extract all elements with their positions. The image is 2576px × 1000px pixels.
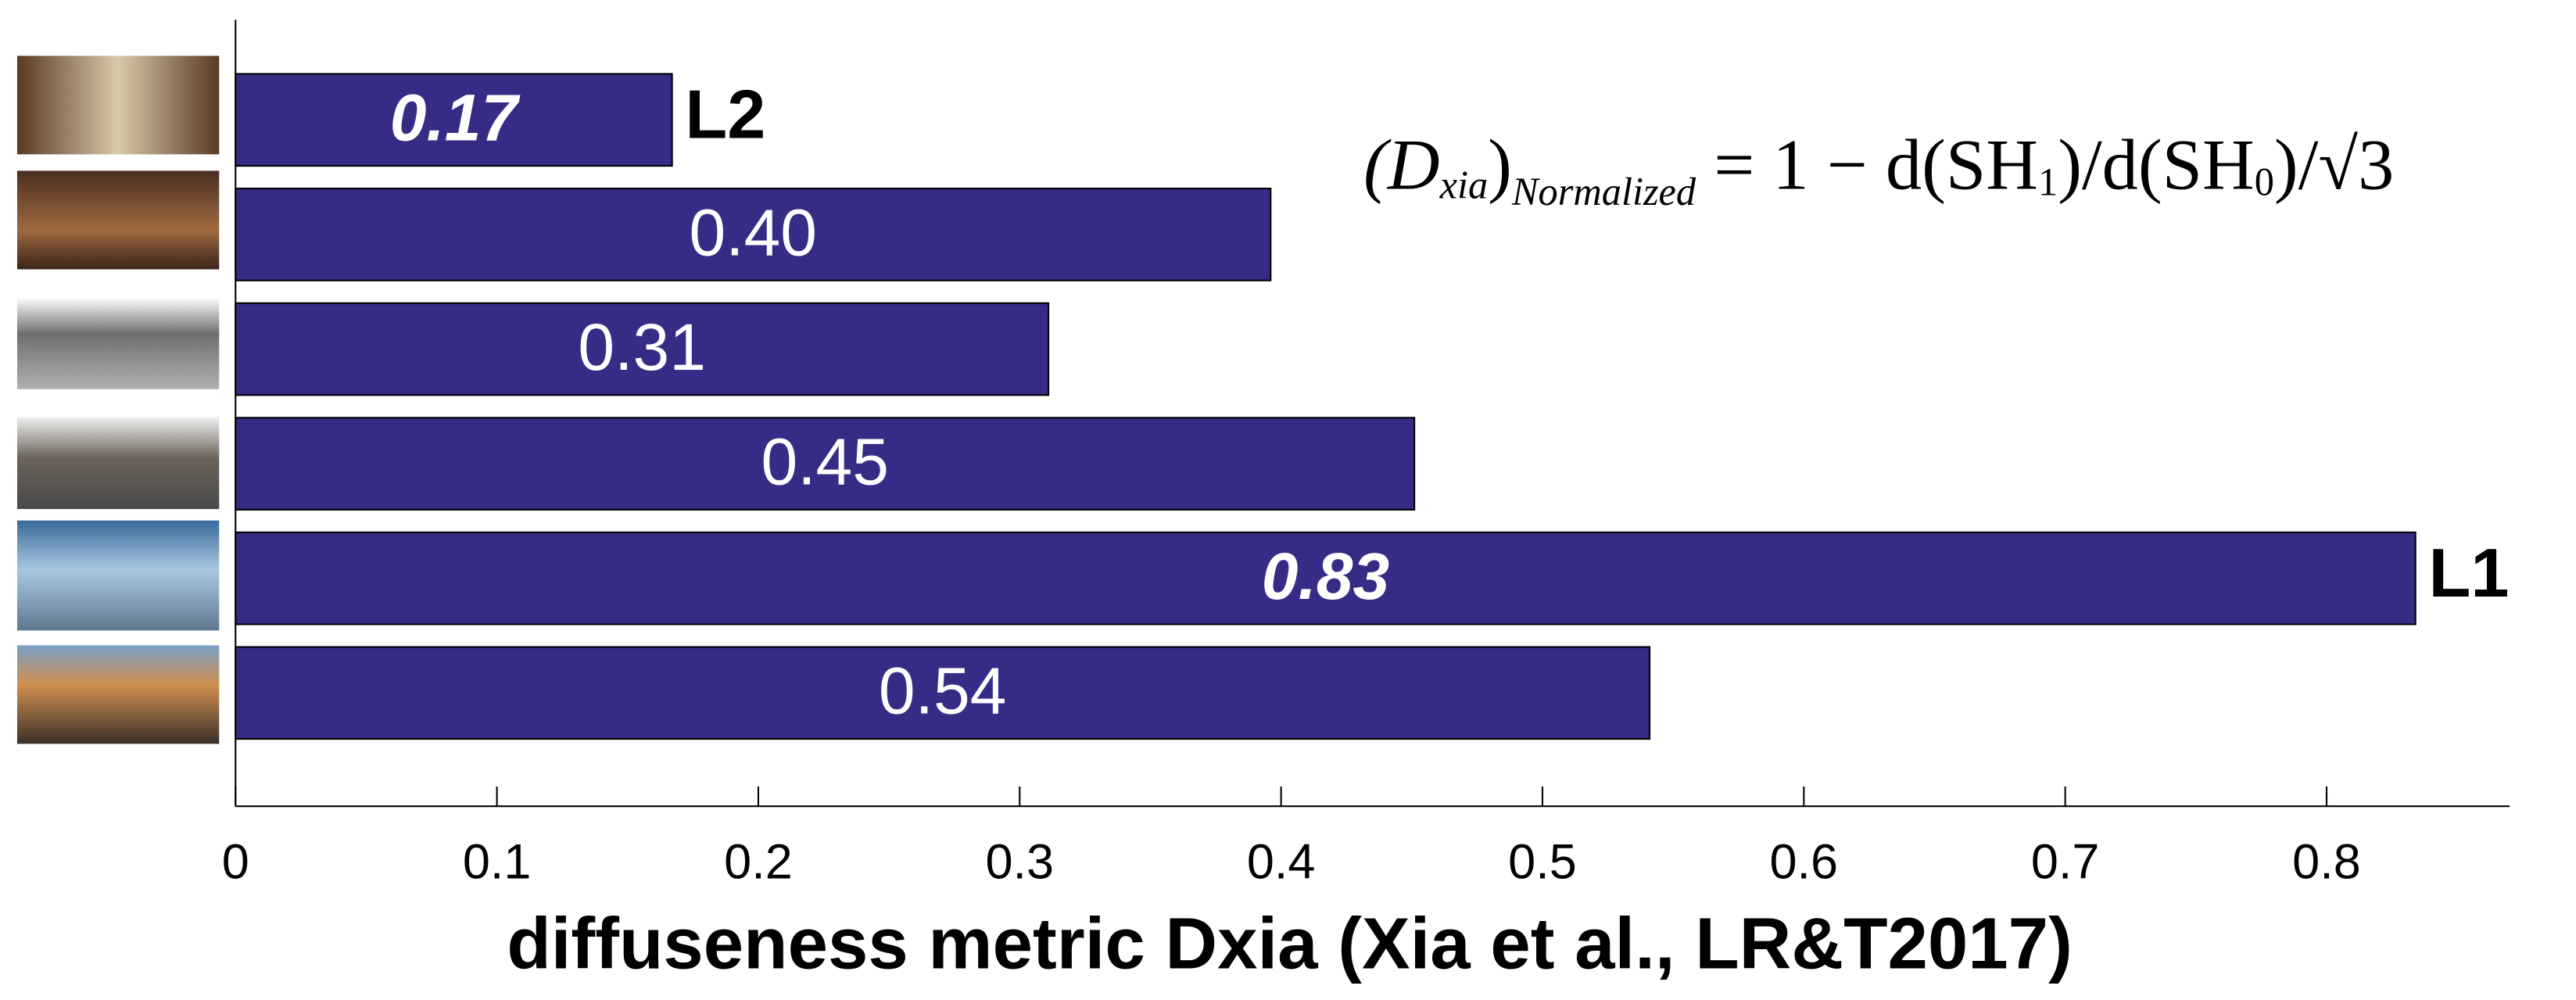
x-tick-label: 0.1	[463, 834, 532, 889]
bar	[235, 73, 673, 167]
formula-part: )/d(SH	[2058, 125, 2255, 205]
formula-part: )	[1488, 125, 1512, 205]
value-label: 0.40	[690, 195, 818, 269]
x-tick-label: 0.7	[2031, 834, 2100, 889]
bar	[235, 188, 1272, 281]
bar	[235, 646, 1651, 740]
x-tick-label: 0	[222, 834, 249, 889]
thumbnail	[16, 520, 220, 631]
formula-part: = 1 − d(SH	[1696, 125, 2038, 205]
thumbnails	[16, 56, 220, 744]
value-label: 0.83	[1262, 539, 1390, 613]
bar	[235, 417, 1416, 511]
value-label: 0.54	[879, 654, 1007, 728]
thumbnail	[16, 645, 220, 744]
x-axis-label: diffuseness metric Dxia (Xia et al., LR&…	[507, 902, 2073, 984]
formula-part: )/√3	[2274, 125, 2394, 205]
x-tick-label: 0.8	[2292, 834, 2361, 889]
formula-part: 0	[2255, 159, 2274, 203]
formula-part: (D	[1363, 125, 1440, 205]
bar-annotation: L2	[685, 76, 765, 153]
x-tick-label: 0.5	[1508, 834, 1577, 889]
bar-annotation: L1	[2428, 534, 2509, 611]
formula-part: Normalized	[1511, 169, 1696, 213]
x-tick-label: 0.4	[1247, 834, 1316, 889]
value-label: 0.17	[390, 81, 521, 155]
formula-part: xia	[1439, 163, 1489, 206]
bar	[235, 302, 1050, 396]
value-label: 0.31	[578, 310, 706, 384]
bar	[235, 531, 2417, 625]
thumbnail	[16, 56, 220, 155]
formula: (Dxia)Normalized = 1 − d(SH1)/d(SH0)/√3	[1363, 125, 2394, 213]
thumbnail	[16, 417, 220, 510]
thumbnail	[16, 170, 220, 270]
thumbnail	[16, 297, 220, 389]
x-tick-label: 0.3	[986, 834, 1055, 889]
formula-part: 1	[2038, 159, 2058, 203]
value-label: 0.45	[761, 425, 889, 498]
x-tick-label: 0.6	[1770, 834, 1839, 889]
x-tick-label: 0.2	[724, 834, 793, 889]
